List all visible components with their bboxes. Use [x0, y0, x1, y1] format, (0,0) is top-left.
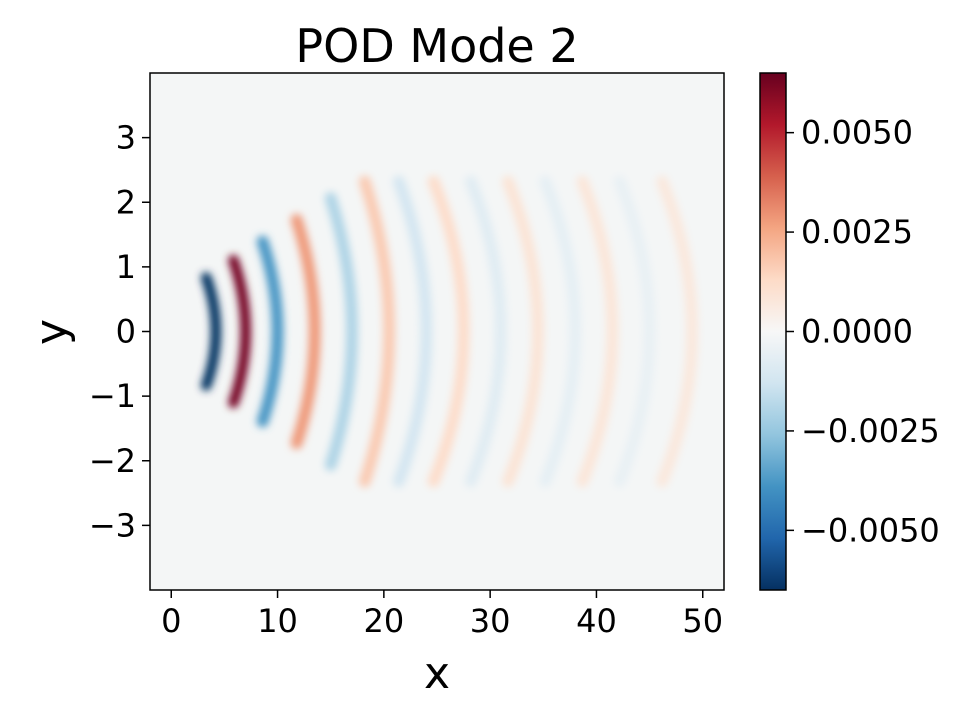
colorbar-ticks: −0.0050 −0.0025 0.0000 0.0025 0.0050: [786, 114, 940, 549]
plot-background: [150, 73, 724, 590]
chart-title: POD Mode 2: [295, 19, 578, 73]
y-tick-label-5: 2: [116, 183, 136, 221]
x-axis: 0 10 20 30 40 50: [161, 590, 723, 640]
field-crest-10: [539, 175, 582, 488]
y-tick-label-4: 1: [116, 248, 136, 286]
field-crest-2: [256, 235, 284, 428]
field-crest-12: [613, 175, 656, 488]
field-crest-0: [200, 272, 222, 391]
y-tick-label-3: 0: [116, 313, 136, 351]
y-tick-label-2: −1: [89, 377, 136, 415]
field-crest-13: [656, 175, 698, 488]
field-crest-1: [228, 254, 251, 409]
x-tick-label-0: 0: [161, 602, 181, 640]
x-axis-label: x: [424, 648, 450, 699]
y-axis: −3 −2 −1 0 1 2 3: [89, 119, 150, 544]
colorbar: −0.0050 −0.0025 0.0000 0.0025 0.0050: [759, 72, 940, 591]
field-crest-5: [358, 175, 396, 488]
y-tick-label-1: −2: [89, 442, 136, 480]
colorbar-tick-label-2: 0.0000: [801, 313, 913, 351]
heatmap-plot: [149, 72, 725, 591]
field-crest-4: [324, 192, 358, 471]
field-crest-6: [392, 175, 433, 488]
x-tick-label-1: 10: [257, 602, 298, 640]
colorbar-tick-label-4: 0.0050: [801, 114, 913, 152]
colorbar-tick-label-0: −0.0050: [801, 511, 940, 549]
field-crest-9: [502, 175, 544, 488]
heatmap-field: [200, 175, 698, 488]
x-tick-label-3: 30: [470, 602, 511, 640]
y-tick-label-0: −3: [89, 506, 136, 544]
field-crest-8: [464, 175, 507, 488]
y-tick-label-6: 3: [116, 119, 136, 157]
colorbar-tick-label-3: 0.0025: [801, 213, 913, 251]
x-tick-label-4: 40: [576, 602, 617, 640]
y-axis-label: y: [26, 319, 77, 345]
field-crest-11: [576, 175, 619, 488]
colorbar-gradient: [759, 72, 787, 591]
x-tick-label-5: 50: [682, 602, 723, 640]
colorbar-tick-label-1: −0.0025: [801, 412, 940, 450]
field-crest-7: [427, 175, 470, 488]
field-crest-3: [290, 213, 321, 450]
x-tick-label-2: 20: [363, 602, 404, 640]
